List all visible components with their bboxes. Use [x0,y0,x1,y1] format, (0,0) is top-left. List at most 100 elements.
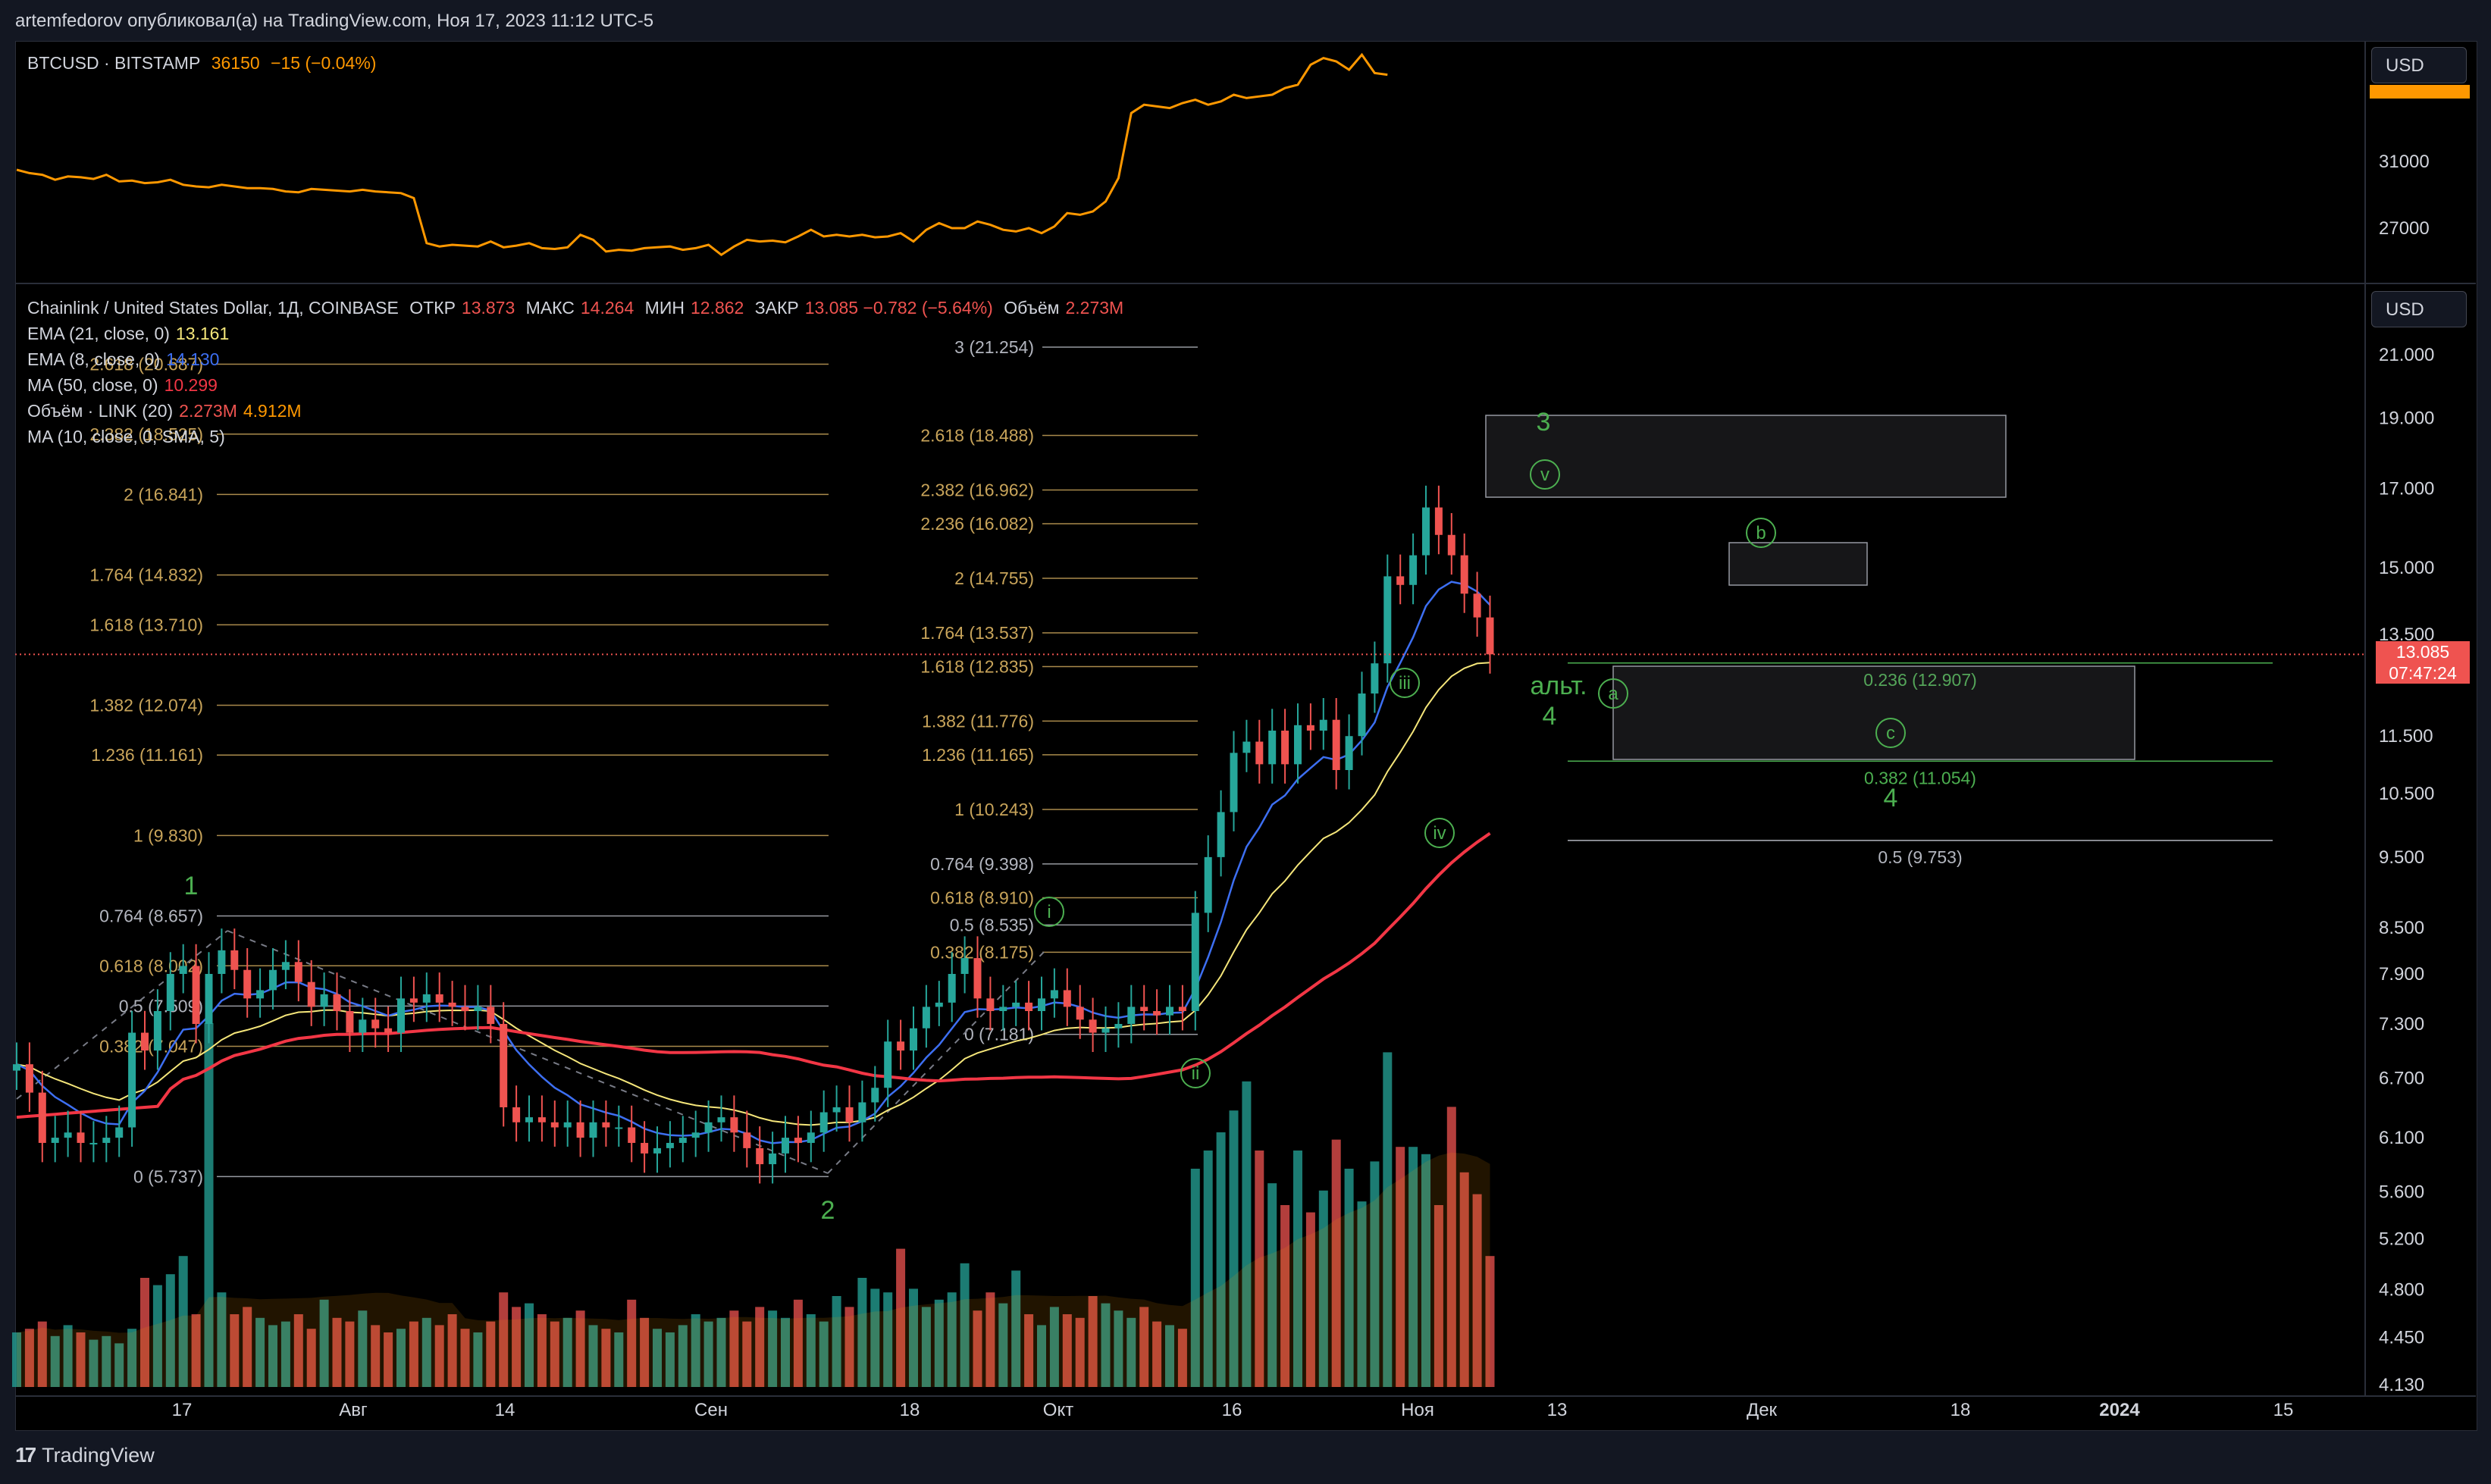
fib-mid-label: 1 (10.243) [954,800,1034,819]
candle-body [910,1028,917,1051]
volume-bar [691,1314,700,1387]
price-axis-tick: 7.900 [2379,964,2424,985]
candle-body [678,1138,687,1143]
indicator-ma10[interactable]: MA (10, close, 0, SMA, 5) [27,427,225,446]
fibonacci-levels: 2.618 (20.687) 2.382 (18.525) 2 (16.841) 1.… [89,337,2273,1186]
last-price: 13.085 [2395,642,2450,662]
target-box [1728,542,1868,586]
candle-body [448,1002,456,1007]
ohlc-open: ОТКР 13.873 [409,298,515,318]
fib-left-label: 0.382 (7.047) [99,1036,203,1056]
volume-bar [1011,1270,1021,1387]
candle-body [1217,812,1225,857]
trend-dashed [16,930,228,1100]
time-axis-tick: 17 [172,1400,193,1420]
volume-bar [409,1321,418,1387]
btc-price-marker [2370,85,2470,99]
volume-bar [729,1310,739,1387]
candle-body [409,998,418,1003]
indicator-ma50[interactable]: MA (50, close, 0) 10.299 [27,375,218,395]
candle-body [1076,1007,1084,1020]
volume-bar [1357,1201,1367,1387]
fib-mid-label: 2.382 (16.962) [920,480,1034,499]
volume-bar [1114,1310,1123,1387]
fib-mid-label: 3 (21.254) [954,337,1034,357]
volume-bar [781,1317,790,1387]
wave-circle [1390,668,1420,698]
candle-body [1447,534,1455,556]
candle-body [320,994,328,1007]
wave-label-v: v [1540,465,1549,485]
wave-label-3: 3 [1537,408,1551,437]
indicator-ema8[interactable]: EMA (8, close, 0) 14.130 [27,349,220,369]
fib-mid-label: 0.382 (8.175) [930,942,1034,962]
volume-bar [1101,1303,1111,1387]
volume-bar [1267,1183,1277,1387]
volume-ma-area [17,1152,1490,1387]
volume-bar [678,1325,688,1387]
candle-body [756,1147,764,1165]
candle-body [691,1132,700,1138]
candle-body [589,1122,597,1138]
volume-bar [152,1285,162,1387]
price-axis-tick: 9.500 [2379,847,2424,868]
bar-countdown: 07:47:24 [2389,663,2457,683]
candle-body [1114,1024,1123,1028]
candle-body [1191,913,1199,1012]
price-axis-tick: 6.700 [2379,1069,2424,1089]
volume-bar [102,1335,111,1387]
candle-body [999,1007,1007,1012]
candle-body [346,1011,354,1033]
volume-bar [1396,1147,1405,1387]
pane-dividers [15,41,2476,1397]
volume-bar [575,1310,585,1387]
candle-body [294,962,302,982]
fib-mid-label: 2.618 (18.488) [920,425,1034,445]
price-axis-tick: 6.100 [2379,1128,2424,1148]
volume-bar [255,1317,265,1387]
volume-bar [716,1317,726,1387]
fib-mid-label: 1.764 (13.537) [920,623,1034,643]
candle-body [602,1122,610,1128]
volume-bar [985,1292,995,1387]
candle-body [1242,741,1251,753]
candle-body [525,1117,533,1122]
volume-bar [396,1329,406,1387]
candle-body [269,969,277,991]
time-axis-tick: Сен [694,1400,728,1420]
candle-body [281,962,290,970]
volume-bar [1177,1329,1187,1387]
volume-bar [499,1292,509,1387]
volume-bar [614,1332,624,1387]
indicator-ema21[interactable]: EMA (21, close, 0) 13.161 [27,324,230,343]
ohlc-close: ЗАКР 13.085 −0.782 (−5.64%) [754,298,993,318]
time-axis-tick: 18 [900,1400,920,1420]
currency-button-top[interactable]: USD [2371,47,2467,83]
volume-bar [165,1274,175,1387]
candle-body [487,1007,495,1025]
volume-bar [178,1256,188,1387]
moving-averages [16,581,1491,1144]
candle-body [230,950,239,970]
volume-bar [76,1332,86,1387]
volume-bar [1229,1110,1239,1387]
wave-label-iii: iii [1399,673,1411,693]
indicator-volume[interactable]: Объём · LINK (20) 2.273M 4.912M [27,401,302,421]
volume-bar [1165,1325,1174,1387]
candle-body [435,994,443,1003]
volume-bar [280,1321,290,1387]
candle-body [141,1032,149,1051]
ma50-line [16,831,1491,1119]
candle-body [1063,990,1071,1007]
time-axis-tick: Дек [1747,1400,1778,1420]
candle-body [897,1041,905,1051]
link-legend: Chainlink / United States Dollar, 1Д, CO… [27,298,1130,318]
volume-bars [12,1023,1495,1387]
time-axis-tick: Окт [1043,1400,1073,1420]
volume-bar [268,1325,277,1387]
volume-bar [640,1317,650,1387]
candle-body [1473,593,1481,618]
volume-bar [447,1314,457,1387]
currency-button-main[interactable]: USD [2371,291,2467,327]
